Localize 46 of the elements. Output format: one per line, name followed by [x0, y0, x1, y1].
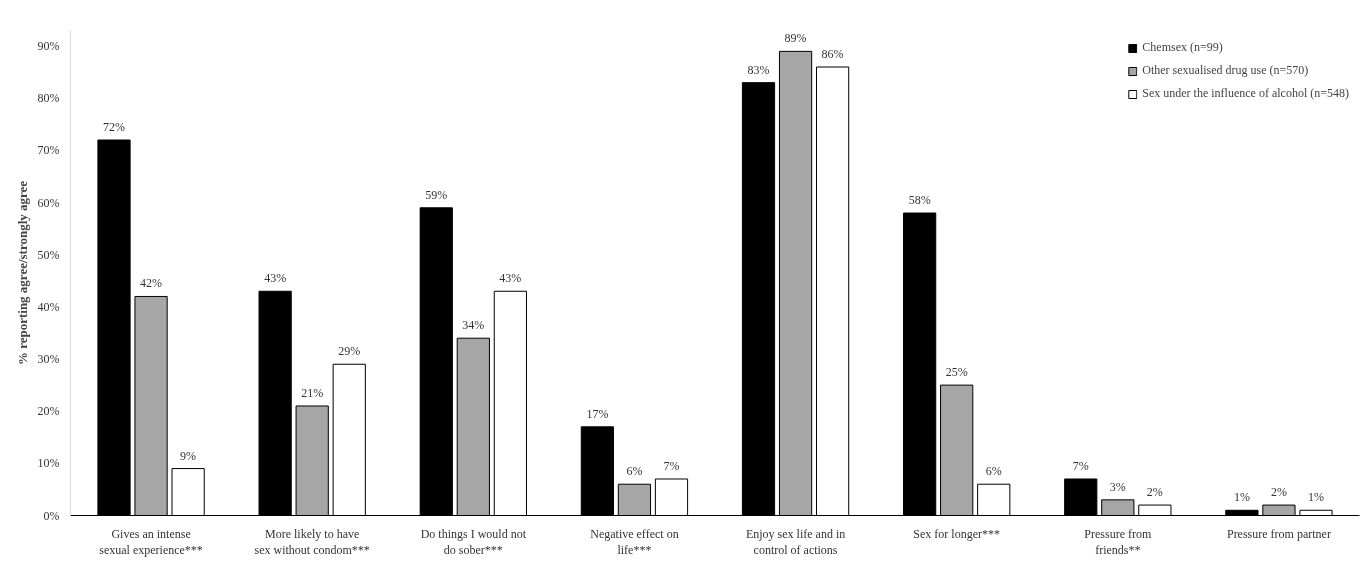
data-label: 72%	[103, 120, 126, 135]
data-label: 17%	[586, 406, 609, 421]
data-label: 58%	[908, 193, 931, 208]
data-label: 43%	[499, 271, 522, 286]
x-tick-label: Sex for longer***	[913, 526, 1001, 541]
data-label: 7%	[663, 458, 680, 473]
y-tick-label: 90%	[37, 39, 60, 54]
y-tick-label: 20%	[37, 404, 60, 419]
data-label: 83%	[747, 62, 770, 77]
y-tick-label: 80%	[37, 91, 60, 106]
y-tick-label: 30%	[37, 352, 60, 367]
data-label: 9%	[180, 448, 197, 463]
legend-label: Chemsex (n=99)	[1142, 40, 1223, 55]
legend-label: Other sexualised drug use (n=570)	[1142, 63, 1309, 78]
x-tick-label: Negative effect on life***	[590, 526, 679, 558]
data-label: 6%	[985, 464, 1002, 479]
y-tick-label: 0%	[43, 508, 60, 523]
y-tick-label: 50%	[37, 247, 60, 262]
data-label: 1%	[1308, 490, 1324, 505]
data-label: 34%	[462, 318, 485, 333]
data-label: 86%	[821, 47, 844, 62]
data-label: 42%	[140, 276, 163, 291]
data-label: 25%	[945, 365, 968, 380]
data-label: 21%	[301, 385, 324, 400]
data-label: 89%	[784, 31, 807, 46]
y-tick-label: 60%	[37, 195, 60, 210]
x-tick-label: Gives an intense sexual experience***	[99, 526, 203, 558]
data-label: 1%	[1233, 490, 1250, 505]
x-tick-label: Do things I would not do sober***	[420, 526, 527, 558]
data-label: 2%	[1270, 485, 1287, 500]
data-label: 43%	[264, 271, 287, 286]
data-label: 6%	[626, 464, 643, 479]
x-tick-label: More likely to have sex without condom***	[254, 526, 370, 558]
y-tick-label: 10%	[37, 456, 60, 471]
data-label: 3%	[1109, 479, 1126, 494]
x-tick-label: Pressure from friends**	[1084, 526, 1152, 558]
legend-label: Sex under the influence of alcohol (n=548)	[1142, 86, 1349, 101]
y-tick-label: 40%	[37, 299, 60, 314]
data-label: 2%	[1146, 485, 1163, 500]
data-label: 29%	[338, 344, 361, 359]
x-tick-label: Enjoy sex life and in control of actions	[745, 526, 846, 558]
y-tick-label: 70%	[37, 143, 60, 158]
data-label: 59%	[425, 187, 448, 202]
x-tick-label: Pressure from partner	[1226, 526, 1331, 541]
y-axis-title: % reporting agree/strongly agree	[14, 180, 30, 366]
data-label: 7%	[1072, 458, 1089, 473]
